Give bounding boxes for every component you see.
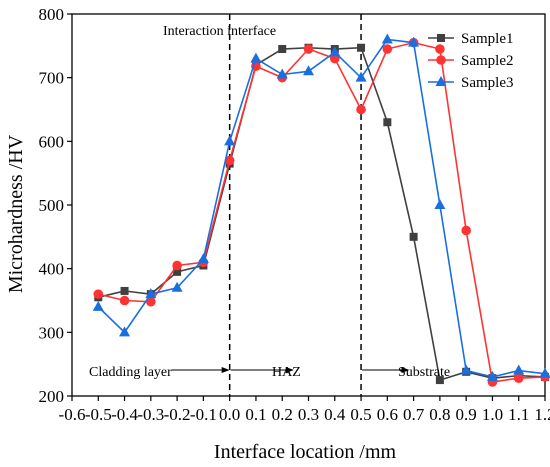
x-tick-label: 1.1 — [508, 405, 529, 424]
data-point-sample2 — [146, 296, 156, 307]
series-line-sample3 — [97, 38, 546, 378]
data-point-sample3 — [486, 370, 498, 381]
data-point-sample3 — [513, 364, 525, 375]
x-tick-label: 0.7 — [403, 405, 425, 424]
x-tick-label: -0.5 — [85, 405, 112, 424]
y-tick-label: 600 — [39, 132, 65, 151]
data-point-sample3 — [303, 65, 314, 76]
data-point-sample3 — [539, 367, 550, 378]
haz-label: HAZ — [272, 365, 301, 380]
data-point-sample3 — [250, 52, 262, 63]
x-tick-label: 0.9 — [456, 405, 477, 424]
x-tick-label: 1.2 — [534, 405, 550, 424]
y-tick-label: 700 — [39, 69, 65, 88]
data-point-sample3 — [381, 33, 393, 44]
data-point-sample2 — [119, 295, 130, 306]
y-tick-label: 500 — [39, 196, 65, 215]
data-point-sample2 — [461, 225, 471, 236]
x-tick-label: -0.4 — [111, 405, 138, 424]
x-tick-label: -0.3 — [137, 405, 164, 424]
series-line-sample1 — [98, 46, 546, 382]
x-tick-label: 0.4 — [324, 405, 346, 424]
x-tick-label: 0.2 — [272, 405, 293, 424]
x-tick-label: 0.8 — [429, 405, 450, 424]
x-tick-label: 0.6 — [377, 405, 398, 424]
legend-label: Sample2 — [461, 53, 514, 69]
data-point-sample1 — [173, 267, 182, 276]
data-point-sample2 — [435, 44, 445, 54]
data-point-sample2 — [172, 260, 182, 271]
data-point-sample3 — [171, 281, 183, 292]
x-tick-label: 0.5 — [350, 405, 371, 424]
data-point-sample1 — [409, 232, 418, 241]
x-tick-label: 0.1 — [245, 405, 266, 424]
cladding-layer-label: Cladding layer — [89, 365, 172, 380]
x-axis-title: Interface location /mm — [214, 441, 397, 463]
data-point-sample2 — [356, 104, 366, 115]
x-tick-label: -0.2 — [164, 405, 191, 424]
data-point-sample3 — [329, 46, 341, 57]
y-tick-label: 400 — [39, 260, 65, 279]
data-point-sample1 — [278, 45, 287, 54]
legend-marker — [436, 55, 446, 65]
data-point-sample3 — [434, 199, 446, 209]
x-tick-label: 1.0 — [482, 405, 503, 424]
substrate-label: Substrate — [398, 365, 450, 380]
data-point-sample2 — [303, 44, 314, 54]
data-point-sample3 — [224, 135, 236, 146]
data-point-sample3 — [145, 288, 157, 299]
y-tick-label: 800 — [39, 5, 65, 24]
data-point-sample1 — [435, 376, 444, 385]
data-point-sample3 — [408, 36, 420, 47]
data-point-sample3 — [355, 71, 367, 82]
data-point-sample2 — [382, 44, 393, 54]
legend-marker — [435, 76, 447, 86]
y-tick-label: 200 — [39, 387, 65, 406]
data-point-sample2 — [224, 155, 235, 166]
data-point-sample3 — [276, 68, 288, 79]
x-tick-label: -0.1 — [190, 405, 217, 424]
y-axis-title: Microhardness /HV — [5, 134, 27, 293]
data-point-sample3 — [119, 326, 131, 337]
x-tick-label: 0.3 — [298, 405, 319, 424]
legend-label: Sample1 — [461, 31, 514, 47]
data-point-sample3 — [92, 300, 104, 311]
data-point-sample1 — [383, 118, 392, 127]
data-point-sample2 — [93, 289, 104, 299]
series-line-sample2 — [98, 41, 546, 383]
legend-label: Sample3 — [461, 75, 514, 91]
data-point-sample1 — [357, 43, 366, 52]
x-tick-label: 0.0 — [219, 405, 240, 424]
data-point-sample1 — [120, 286, 129, 295]
legend-marker — [437, 34, 445, 42]
data-point-sample2 — [513, 373, 524, 383]
data-point-sample3 — [197, 253, 209, 264]
data-point-sample3 — [460, 364, 472, 375]
y-tick-label: 300 — [39, 323, 65, 342]
x-tick-label: -0.6 — [59, 405, 86, 424]
interaction-interface-label: Interaction interface — [163, 24, 276, 39]
